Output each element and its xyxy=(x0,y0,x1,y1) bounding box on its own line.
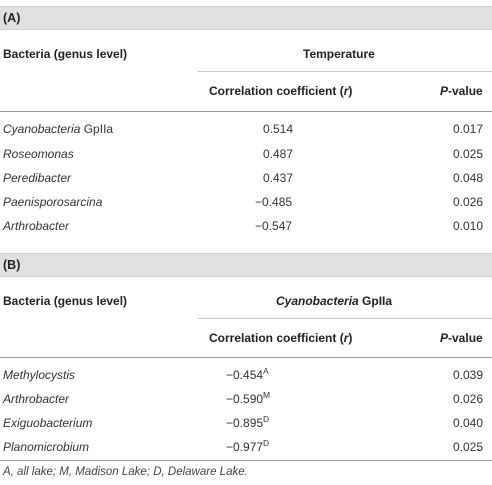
header-rule-a xyxy=(0,111,492,112)
genus-name: Arthrobacter xyxy=(3,219,70,233)
bacteria-header-b: Bacteria (genus level) xyxy=(3,294,128,308)
p-value: 0.010 xyxy=(453,219,484,233)
header-rule-b xyxy=(0,357,492,358)
cyanobacteria-header: Cyanobacteria GpIIa xyxy=(276,294,393,308)
p-value: 0.040 xyxy=(453,416,484,430)
section-b-label: (B) xyxy=(0,253,492,277)
genus-name: Cyanobacteria GpIIa xyxy=(3,122,114,136)
corr-value: −0.547 xyxy=(255,219,293,233)
corr-header-a: Correlation coefficient (r) xyxy=(209,84,353,98)
p-value: 0.025 xyxy=(453,147,484,161)
p-value: 0.025 xyxy=(453,440,484,454)
section-a-label: (A) xyxy=(0,6,492,30)
p-value: 0.039 xyxy=(453,368,484,382)
corr-value: −0.590M xyxy=(226,390,271,406)
bacteria-header-a: Bacteria (genus level) xyxy=(3,47,128,61)
corr-value: −0.485 xyxy=(255,195,293,209)
p-value: 0.026 xyxy=(453,392,484,406)
pvalue-header-a: P-value xyxy=(440,84,483,98)
p-value: 0.026 xyxy=(453,195,484,209)
group-underline-a xyxy=(198,71,492,72)
corr-value: −0.977D xyxy=(226,438,270,454)
corr-header-b: Correlation coefficient (r) xyxy=(209,331,353,345)
group-underline-b xyxy=(198,318,492,319)
genus-name: Arthrobacter xyxy=(3,392,70,406)
genus-name: Roseomonas xyxy=(3,147,74,161)
corr-value: 0.487 xyxy=(263,147,294,161)
genus-name: Exiguobacterium xyxy=(3,416,93,430)
genus-name: Peredibacter xyxy=(3,171,72,185)
genus-name: Paenisporosarcina xyxy=(3,195,103,209)
footnote: A, all lake; M, Madison Lake; D, Delawar… xyxy=(3,466,248,478)
corr-value: −0.895D xyxy=(226,414,270,430)
corr-value: −0.454A xyxy=(226,366,269,382)
p-value: 0.017 xyxy=(453,122,484,136)
genus-name: Planomicrobium xyxy=(3,440,90,454)
p-value: 0.048 xyxy=(453,171,484,185)
genus-name: Methylocystis xyxy=(3,368,76,382)
corr-value: 0.514 xyxy=(263,122,294,136)
corr-value: 0.437 xyxy=(263,171,294,185)
table-bottom-rule xyxy=(0,460,492,461)
pvalue-header-b: P-value xyxy=(440,331,483,345)
temperature-header: Temperature xyxy=(303,47,375,61)
